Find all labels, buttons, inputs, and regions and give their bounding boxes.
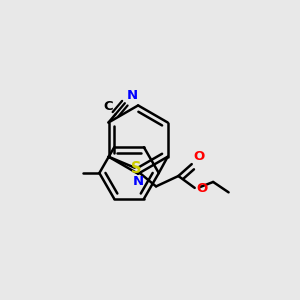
Text: N: N [126, 89, 137, 102]
Text: S: S [131, 161, 141, 176]
Text: N: N [133, 175, 144, 188]
Text: O: O [193, 150, 205, 163]
Text: O: O [197, 182, 208, 195]
Text: C: C [103, 100, 113, 113]
